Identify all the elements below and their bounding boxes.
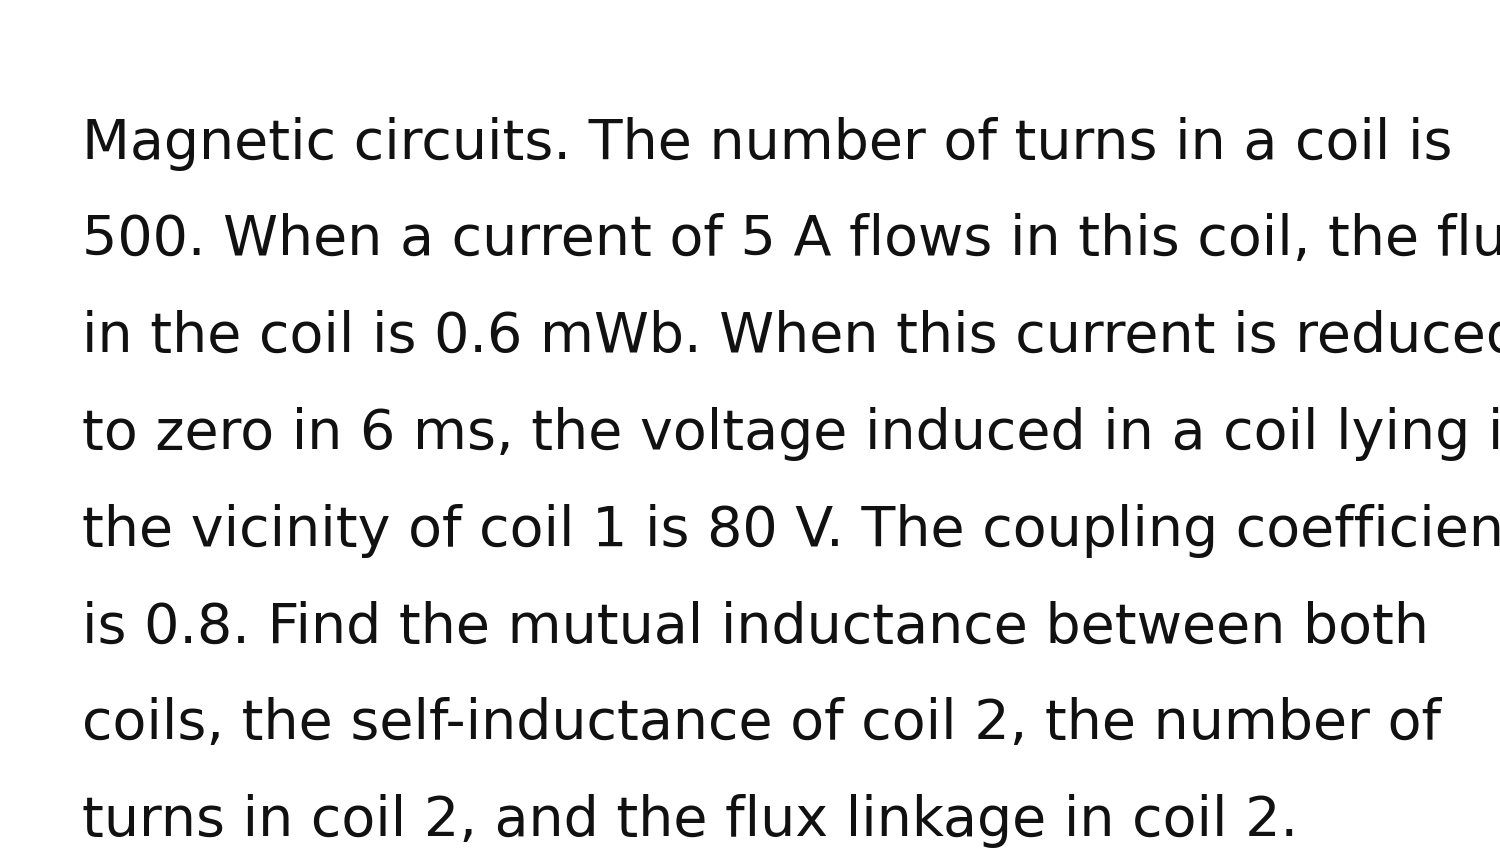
Text: the vicinity of coil 1 is 80 V. The coupling coefficient: the vicinity of coil 1 is 80 V. The coup… — [82, 504, 1500, 558]
Text: is 0.8. Find the mutual inductance between both: is 0.8. Find the mutual inductance betwe… — [82, 600, 1429, 655]
Text: turns in coil 2, and the flux linkage in coil 2.: turns in coil 2, and the flux linkage in… — [82, 794, 1299, 848]
Text: Magnetic circuits. The number of turns in a coil is: Magnetic circuits. The number of turns i… — [82, 117, 1453, 171]
Text: in the coil is 0.6 mWb. When this current is reduced: in the coil is 0.6 mWb. When this curren… — [82, 310, 1500, 365]
Text: 500. When a current of 5 A flows in this coil, the flux: 500. When a current of 5 A flows in this… — [82, 213, 1500, 268]
Text: coils, the self-inductance of coil 2, the number of: coils, the self-inductance of coil 2, th… — [82, 697, 1441, 751]
Text: to zero in 6 ms, the voltage induced in a coil lying in: to zero in 6 ms, the voltage induced in … — [82, 407, 1500, 461]
